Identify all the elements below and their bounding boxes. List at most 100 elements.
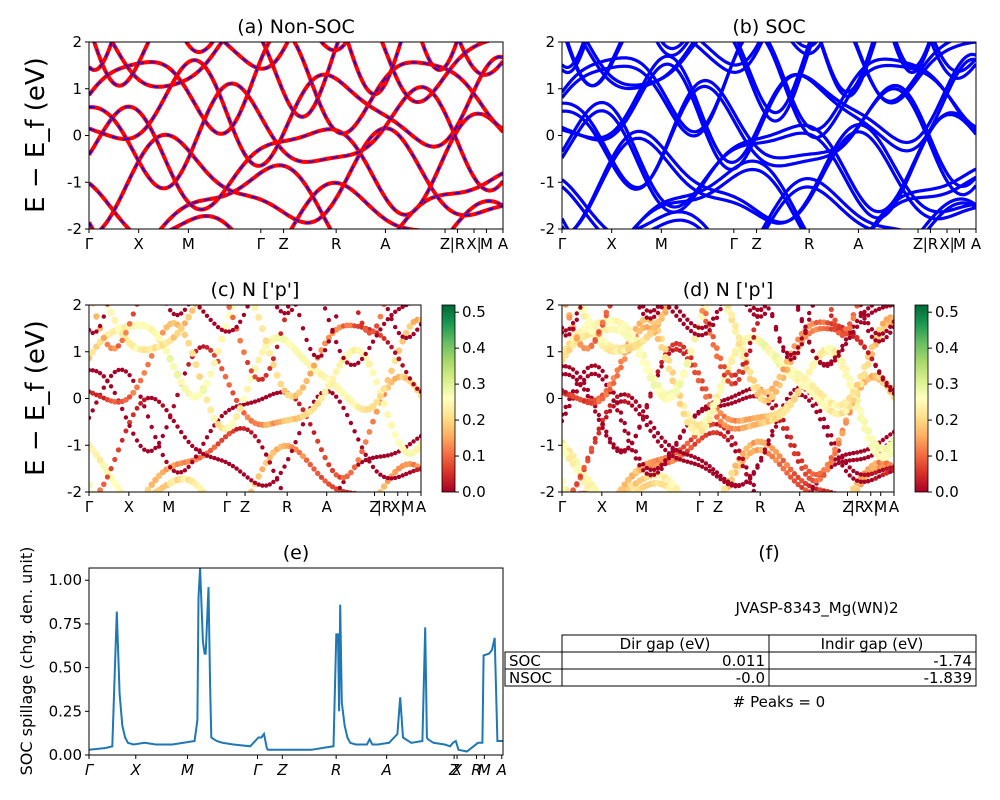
projected-point [610,497,617,504]
projected-point [785,254,789,258]
projected-point [729,401,734,406]
projected-point [821,279,826,284]
projected-point [230,463,236,469]
projected-point [651,324,658,331]
projected-point [862,309,867,314]
projected-point [573,466,581,474]
projected-point [685,325,690,330]
projected-point [802,480,809,487]
projected-point [702,525,709,532]
x-tick-label-e: X [130,761,142,779]
projected-point [267,460,273,465]
projected-point [652,467,657,472]
projected-point [93,282,101,290]
projected-point [105,492,111,498]
projected-point [286,310,291,316]
projected-point [260,445,265,450]
projected-point [678,270,682,274]
projected-point [861,363,868,371]
projected-point [639,358,647,367]
projected-point [888,432,893,437]
projected-point [656,285,661,290]
projected-point [680,497,687,504]
projected-point [676,534,683,541]
projected-point [301,285,305,289]
projected-point [813,525,820,532]
projected-point [252,374,258,380]
projected-point [654,335,662,343]
projected-point [633,456,638,461]
panel-e-ylabel: SOC spillage (chg. den. unit) [17,547,36,776]
projected-point [641,462,646,467]
projected-point [389,312,394,318]
projected-point [89,481,93,490]
projected-point [821,493,826,498]
panel-a-title: (a) Non-SOC [237,16,355,38]
projected-point [621,509,628,516]
projected-point [108,518,115,525]
projected-point [604,219,608,223]
projected-point [359,445,365,450]
projected-point [144,486,152,492]
projected-point [854,478,860,483]
projected-point [160,269,165,274]
projected-point [833,252,837,256]
projected-point [691,533,698,540]
projected-point [392,350,398,356]
projected-point [777,267,782,272]
projected-point [330,327,335,333]
projected-point [142,447,147,452]
projected-point [803,394,808,400]
projected-point [562,477,566,486]
projected-point [707,253,711,257]
projected-point [380,385,388,393]
projected-point [634,297,638,301]
projected-point [222,373,229,380]
projected-point [843,452,849,457]
projected-point [654,515,662,523]
projected-point [570,326,576,332]
projected-point [97,394,103,399]
projected-point [858,479,863,484]
projected-point [676,498,683,505]
projected-point [189,523,196,530]
projected-point [393,450,398,456]
projected-point [715,257,719,261]
projected-point [869,471,875,477]
projected-point [149,424,154,430]
projected-point [781,266,785,270]
projected-point [411,300,415,304]
projected-point [215,441,221,447]
projected-point [326,339,331,344]
projected-point [604,433,609,438]
projected-point [731,322,739,330]
projected-point [400,473,405,478]
projected-point [736,377,742,382]
projected-point [141,370,148,376]
projected-point [718,261,722,265]
projected-point [862,320,867,326]
x-tick-label-c: R [282,498,292,516]
projected-point [828,313,834,319]
projected-point [100,294,107,301]
projected-point [710,551,717,558]
projected-point [735,340,743,348]
projected-point [820,521,827,528]
projected-point [562,357,566,365]
projected-point [104,474,110,480]
projected-point [633,434,638,439]
projected-point [735,563,743,571]
projected-point [308,346,313,352]
gap-table-header-indir: Indir gap (eV) [821,635,924,653]
projected-point [847,473,852,478]
projected-point [633,399,639,404]
projected-point [567,495,573,501]
projected-point [211,536,218,543]
projected-point [606,498,614,506]
projected-point [666,442,672,448]
projected-point [851,457,856,463]
projected-point [714,345,720,351]
projected-point [843,331,849,337]
projected-point [621,356,628,363]
projected-point [322,530,329,537]
